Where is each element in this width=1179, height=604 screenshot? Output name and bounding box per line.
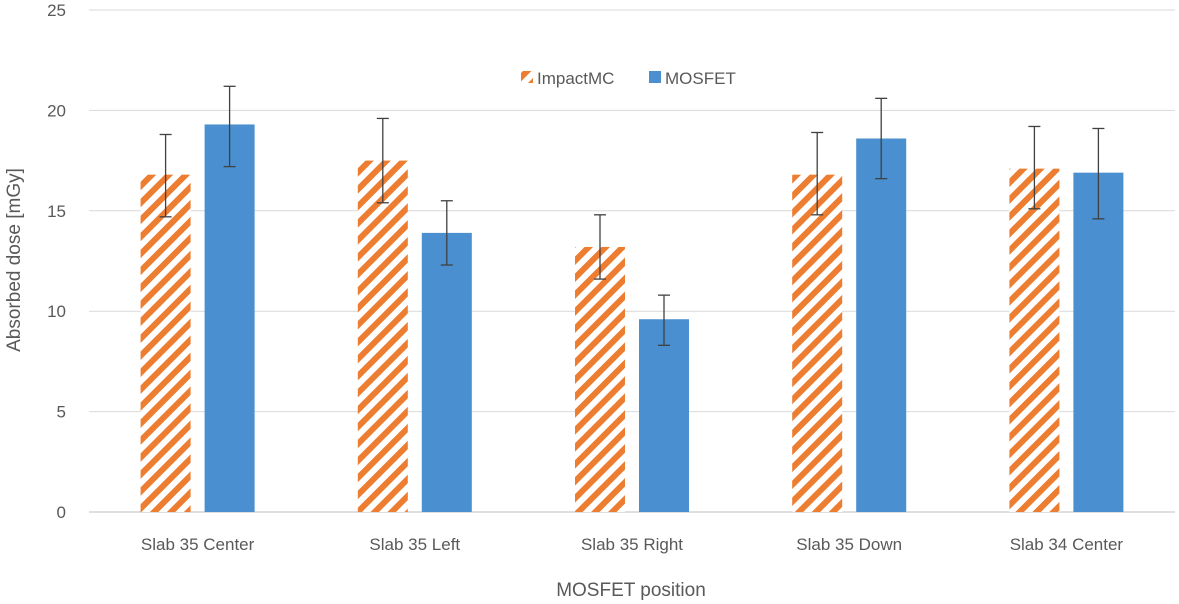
y-axis-title: Absorbed dose [mGy] <box>4 168 25 352</box>
x-axis-title: MOSFET position <box>556 580 706 601</box>
x-tick-label: Slab 35 Right <box>581 535 683 554</box>
legend-label-impactmc: ImpactMC <box>537 69 614 88</box>
bar-mosfet <box>639 319 689 512</box>
bar-impactmc <box>140 174 191 512</box>
y-tick-label: 20 <box>47 101 66 120</box>
x-tick-label: Slab 35 Center <box>141 535 255 554</box>
bar-impactmc <box>575 246 625 512</box>
legend-label-mosfet: MOSFET <box>665 69 736 88</box>
y-tick-label: 5 <box>57 403 66 422</box>
bar-mosfet <box>421 232 472 512</box>
bar-mosfet <box>204 124 255 513</box>
error-bars <box>159 85 1105 346</box>
y-tick-label: 0 <box>57 503 66 522</box>
gridlines <box>89 9 1175 513</box>
y-axis-ticks: 0 5 10 15 20 25 <box>47 1 66 522</box>
legend: ImpactMC MOSFET <box>521 69 736 88</box>
bar-impactmc <box>1009 168 1060 512</box>
x-tick-label: Slab 35 Left <box>369 535 460 554</box>
x-tick-label: Slab 35 Down <box>796 535 902 554</box>
y-tick-label: 25 <box>47 1 66 20</box>
bars <box>140 124 1124 513</box>
y-tick-label: 10 <box>47 302 66 321</box>
legend-swatch-impactmc <box>521 71 533 83</box>
bar-mosfet <box>1073 172 1124 512</box>
x-axis-ticks: Slab 35 Center Slab 35 Left Slab 35 Right S… <box>141 535 1124 554</box>
bar-impactmc <box>357 160 408 512</box>
legend-swatch-mosfet <box>649 71 661 83</box>
y-tick-label: 15 <box>47 202 66 221</box>
x-tick-label: Slab 34 Center <box>1010 535 1124 554</box>
bar-mosfet <box>856 138 907 512</box>
bar-impactmc <box>792 174 843 512</box>
